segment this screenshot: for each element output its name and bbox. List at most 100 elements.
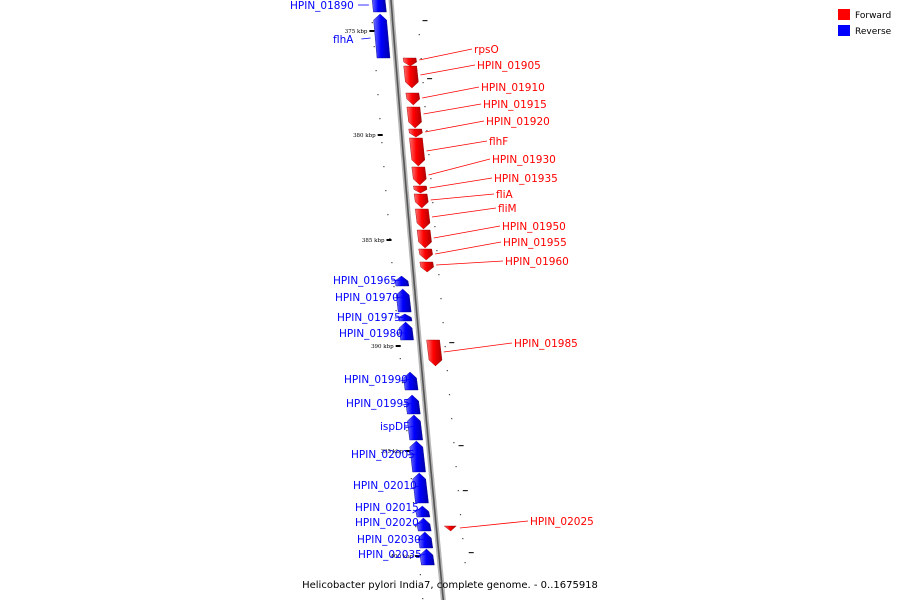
gene-label-connector (414, 538, 426, 541)
gene-arrow[interactable] (408, 128, 423, 138)
gene-label-connector (394, 316, 406, 319)
gene-label[interactable]: HPIN_01930 (492, 154, 556, 166)
minor-tick-dot (371, 22, 373, 24)
gene-label-connector (420, 64, 476, 76)
minor-tick-dot (379, 118, 381, 120)
backbone-line (390, 0, 445, 600)
legend-reverse-label: Reverse (855, 27, 892, 37)
gene-label[interactable]: HPIN_01980 (339, 328, 403, 340)
minor-tick-dot (430, 178, 432, 180)
gene-label-connector (400, 378, 413, 382)
minor-tick-dot (387, 214, 389, 216)
gene-label[interactable]: HPIN_01990 (344, 374, 408, 386)
gene-label-connector (422, 86, 480, 99)
gene-label-connector (424, 120, 485, 133)
gene-label[interactable]: HPIN_01935 (494, 173, 558, 185)
gene-arrow[interactable] (398, 313, 413, 322)
gene-label-connector (423, 103, 482, 115)
gene-label[interactable]: HPIN_01915 (483, 99, 547, 111)
gene-label[interactable]: HPIN_01965 (333, 275, 397, 287)
gene-arrow[interactable] (411, 166, 427, 186)
gene-label-connector (410, 484, 422, 490)
gene-label[interactable]: HPIN_01995 (346, 398, 410, 410)
gene-arrow[interactable] (418, 248, 433, 261)
gene-arrow[interactable] (373, 13, 391, 59)
gene-label-connector (407, 453, 420, 456)
minor-tick-dot (453, 442, 455, 444)
gene-labels: HPIN_01890 flhA rpsO HPIN_01905 HPIN_01910 HP… (290, 0, 594, 561)
gene-label[interactable]: HPIN_01985 (514, 338, 578, 350)
minor-tick-dot (434, 226, 436, 228)
minor-tick-dot (440, 298, 442, 300)
gene-arrow[interactable] (403, 65, 419, 89)
minor-tick-dash (449, 342, 455, 344)
gene-label[interactable]: rpsO (474, 44, 499, 56)
gene-arrow[interactable] (402, 57, 417, 67)
gene-arrow[interactable] (413, 193, 429, 209)
gene-label[interactable]: HPIN_01970 (335, 292, 399, 304)
gene-label[interactable]: flhA (333, 34, 354, 46)
gene-arrow[interactable] (416, 517, 432, 532)
minor-tick-dot (428, 154, 430, 156)
gene-label[interactable]: HPIN_02005 (351, 449, 415, 461)
minor-tick-dot (422, 598, 424, 600)
gene-label[interactable]: HPIN_01955 (503, 237, 567, 249)
minor-tick-dot (444, 346, 446, 348)
gene-arrow[interactable] (398, 321, 414, 341)
gene-label[interactable]: HPIN_01920 (486, 116, 550, 128)
minor-tick-dash (422, 20, 428, 22)
major-tick-mark (377, 134, 383, 136)
gene-arrow[interactable] (412, 472, 429, 504)
minor-ticks (371, 20, 474, 600)
gene-arrow[interactable] (371, 0, 387, 13)
gene-label-connector (392, 296, 404, 299)
gene-label[interactable]: fliM (498, 203, 517, 215)
major-ticks: 375 kbp 380 kbp 385 kbp 390 kbp 395 kbp 400 k… (345, 29, 421, 560)
gene-arrow[interactable] (405, 394, 421, 415)
gene-arrow[interactable] (443, 525, 457, 532)
minor-tick-dot (417, 550, 419, 552)
major-tick-label: 380 kbp (353, 133, 376, 139)
minor-tick-dot (436, 250, 438, 252)
minor-tick-dot (462, 538, 464, 540)
gene-arrow[interactable] (409, 137, 426, 167)
gene-label[interactable]: HPIN_02035 (358, 549, 422, 561)
gene-arrow[interactable] (403, 371, 419, 391)
gene-arrow[interactable] (415, 208, 431, 230)
gene-arrow[interactable] (409, 440, 426, 473)
minor-tick-dot (401, 382, 404, 384)
gene-arrow[interactable] (407, 414, 423, 441)
gene-label[interactable]: HPIN_01950 (502, 221, 566, 233)
gene-label[interactable]: HPIN_02030 (357, 534, 421, 546)
gene-label[interactable]: HPIN_02015 (355, 502, 419, 514)
legend-reverse-swatch (838, 25, 850, 36)
gene-label[interactable]: fliA (496, 189, 514, 201)
gene-label[interactable]: HPIN_02010 (353, 480, 417, 492)
gene-arrow[interactable] (413, 185, 428, 194)
gene-arrow[interactable] (419, 548, 435, 566)
gene-arrow[interactable] (418, 531, 434, 549)
gene-label[interactable]: ispDF (380, 421, 409, 433)
gene-label[interactable]: HPIN_02020 (355, 517, 419, 529)
gene-label[interactable]: HPIN_01975 (337, 312, 401, 324)
gene-arrow[interactable] (416, 229, 432, 249)
gene-label[interactable]: HPIN_01960 (505, 256, 569, 268)
gene-arrow[interactable] (394, 275, 410, 287)
gene-arrow[interactable] (419, 261, 434, 273)
gene-label[interactable]: flhF (489, 136, 508, 148)
gene-arrow[interactable] (426, 339, 443, 367)
minor-tick-dot (432, 202, 434, 204)
gene-arrow[interactable] (405, 92, 421, 106)
gene-arrow[interactable] (406, 106, 422, 129)
gene-label[interactable]: HPIN_01910 (481, 82, 545, 94)
gene-label-connector (412, 506, 424, 514)
gene-label[interactable]: HPIN_02025 (530, 516, 594, 528)
gene-arrow[interactable] (395, 288, 412, 313)
major-tick-mark (395, 345, 401, 347)
gene-label[interactable]: HPIN_01890 (290, 0, 354, 12)
gene-label-connector (430, 193, 495, 201)
gene-label[interactable]: HPIN_01905 (477, 60, 541, 72)
minor-tick-dash (458, 445, 464, 447)
major-tick-label: 400 kbp (390, 554, 413, 560)
minor-tick-dash (427, 78, 433, 80)
